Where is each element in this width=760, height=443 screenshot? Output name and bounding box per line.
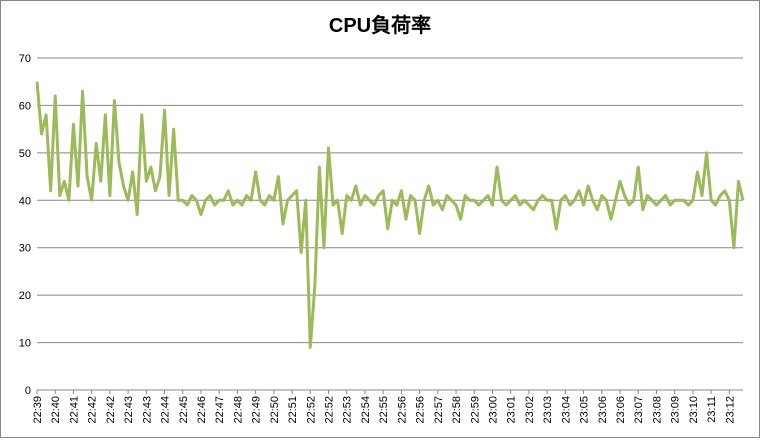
x-tick-label: 22:43 bbox=[123, 396, 135, 424]
x-tick-label: 23:09 bbox=[670, 396, 682, 424]
x-tick-label: 22:42 bbox=[87, 396, 99, 424]
x-tick-label: 23:05 bbox=[579, 396, 591, 424]
x-tick-label: 23:06 bbox=[597, 396, 609, 424]
y-tick-label: 30 bbox=[19, 243, 31, 255]
line-series bbox=[35, 81, 745, 349]
y-tick-label: 60 bbox=[19, 100, 31, 112]
x-tick-label: 22:53 bbox=[342, 396, 354, 424]
x-tick-label: 22:44 bbox=[160, 396, 172, 424]
x-tick-label: 23:03 bbox=[542, 396, 554, 424]
x-tick-label: 23:01 bbox=[506, 396, 518, 424]
x-tick-label: 23:00 bbox=[487, 396, 499, 424]
x-tick-label: 22:59 bbox=[469, 396, 481, 424]
x-tick-label: 23:07 bbox=[633, 396, 645, 424]
x-tick-label: 22:54 bbox=[360, 396, 372, 424]
y-tick-label: 10 bbox=[19, 338, 31, 350]
x-tick-label: 23:08 bbox=[651, 396, 663, 424]
x-tick-label: 23:06 bbox=[615, 396, 627, 424]
y-tick-label: 50 bbox=[19, 148, 31, 160]
y-tick-label: 0 bbox=[25, 385, 31, 397]
x-tick-label: 22:49 bbox=[251, 396, 263, 424]
x-tick-label: 23:04 bbox=[560, 396, 572, 424]
x-tick-label: 22:56 bbox=[415, 396, 427, 424]
y-tick-label: 70 bbox=[19, 53, 31, 65]
x-tick-label: 22:58 bbox=[451, 396, 463, 424]
x-tick-label: 23:11 bbox=[706, 396, 718, 423]
x-tick-label: 22:46 bbox=[196, 396, 208, 424]
x-tick-label: 22:47 bbox=[214, 396, 226, 424]
x-tick-label: 22:51 bbox=[287, 396, 299, 424]
x-tick-label: 23:10 bbox=[688, 396, 700, 424]
x-tick-label: 22:43 bbox=[141, 396, 153, 424]
y-tick-label: 40 bbox=[19, 195, 31, 207]
x-tick-label: 22:42 bbox=[105, 396, 117, 424]
x-tick-label: 22:40 bbox=[50, 396, 62, 424]
x-tick-label: 22:55 bbox=[378, 396, 390, 424]
x-tick-label: 22:45 bbox=[178, 396, 190, 424]
x-tick-label: 22:52 bbox=[324, 396, 336, 424]
x-tick-label: 22:52 bbox=[305, 396, 317, 424]
x-tick-label: 23:12 bbox=[724, 396, 736, 424]
plot-area: 0 10 20 30 40 50 60 70 22:39 22:40 22:41 22:42 22:42… bbox=[19, 53, 745, 424]
x-tick-label: 22:56 bbox=[396, 396, 408, 424]
x-tick-label: 23:02 bbox=[524, 396, 536, 424]
x-tick-label: 22:57 bbox=[433, 396, 445, 424]
x-tick-label: 22:41 bbox=[68, 396, 80, 424]
x-tick-label: 22:48 bbox=[232, 396, 244, 424]
x-tick-label: 22:39 bbox=[32, 396, 44, 424]
y-tick-label: 20 bbox=[19, 290, 31, 302]
chart-title: CPU負荷率 bbox=[329, 13, 431, 37]
x-tick-label: 22:50 bbox=[269, 396, 281, 424]
